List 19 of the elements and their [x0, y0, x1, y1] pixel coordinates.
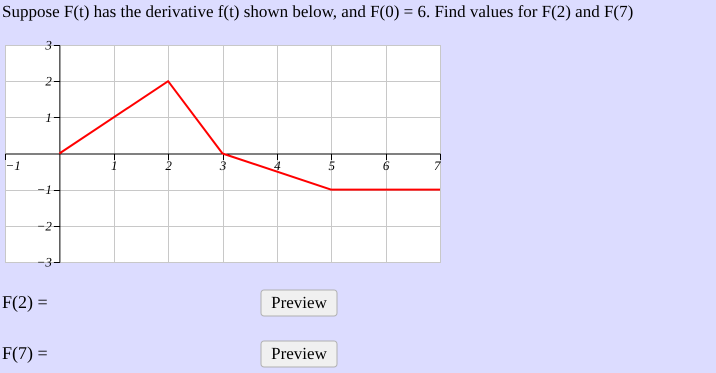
- y-tick-label: −3: [36, 254, 52, 270]
- text: Preview: [271, 344, 328, 363]
- x-tick-label: 6: [382, 158, 390, 173]
- text: Preview: [271, 293, 328, 312]
- y-tick-label: 3: [44, 38, 52, 52]
- chart-title: Suppose F(t) has the derivative f(t) shown below, and F(0) = 6. Find values for F(2) and F(7): [2, 2, 634, 21]
- x-tick-label: −1: [6, 158, 21, 173]
- x-tick-label: 7: [434, 158, 441, 173]
- y-tick-label: 1: [45, 110, 52, 125]
- y-tick-label: −1: [36, 182, 52, 198]
- x-tick-label: 4: [274, 158, 282, 173]
- x-tick-label: 1: [111, 158, 118, 173]
- x-tick-label: 5: [328, 158, 336, 173]
- y-tick-label: −2: [36, 218, 52, 234]
- text: F(7) =: [2, 343, 48, 363]
- x-tick-label: 3: [218, 158, 227, 173]
- x-tick-label: 2: [165, 158, 172, 173]
- y-tick-label: 2: [45, 74, 52, 89]
- text: F(2) =: [2, 292, 48, 312]
